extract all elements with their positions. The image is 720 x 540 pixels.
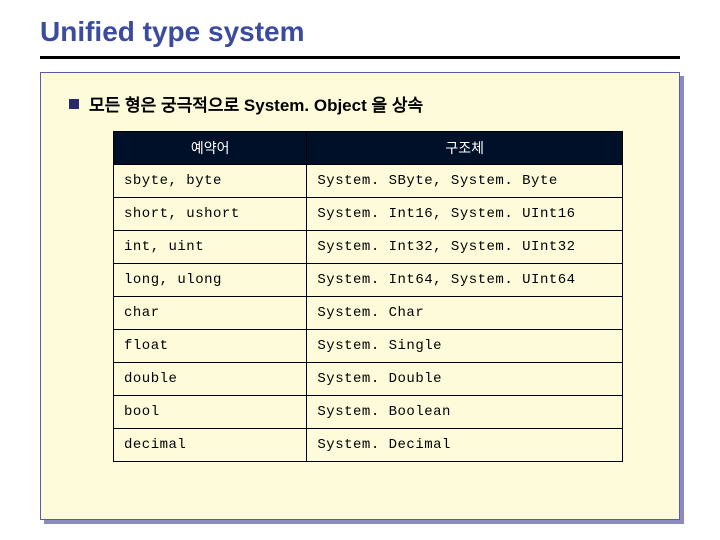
cell-struct: System. Boolean bbox=[307, 396, 623, 429]
table-row: sbyte, byte System. SByte, System. Byte bbox=[114, 165, 623, 198]
table-row: double System. Double bbox=[114, 363, 623, 396]
cell-struct: System. Int64, System. UInt64 bbox=[307, 264, 623, 297]
cell-struct: System. SByte, System. Byte bbox=[307, 165, 623, 198]
bullet-text: 모든 형은 궁극적으로 System. Object 을 상속 bbox=[89, 91, 423, 116]
cell-keyword: short, ushort bbox=[114, 198, 307, 231]
table-row: float System. Single bbox=[114, 330, 623, 363]
cell-struct: System. Double bbox=[307, 363, 623, 396]
table-row: int, uint System. Int32, System. UInt32 bbox=[114, 231, 623, 264]
cell-keyword: decimal bbox=[114, 429, 307, 462]
cell-keyword: bool bbox=[114, 396, 307, 429]
col-struct: 구조체 bbox=[307, 132, 623, 165]
table-header-row: 예약어 구조체 bbox=[114, 132, 623, 165]
cell-keyword: float bbox=[114, 330, 307, 363]
cell-keyword: char bbox=[114, 297, 307, 330]
cell-struct: System. Int32, System. UInt32 bbox=[307, 231, 623, 264]
bullet-row: 모든 형은 궁극적으로 System. Object 을 상속 bbox=[69, 91, 423, 116]
cell-struct: System. Int16, System. UInt16 bbox=[307, 198, 623, 231]
table-row: char System. Char bbox=[114, 297, 623, 330]
page-title: Unified type system bbox=[40, 16, 305, 48]
table-row: decimal System. Decimal bbox=[114, 429, 623, 462]
cell-keyword: int, uint bbox=[114, 231, 307, 264]
cell-keyword: double bbox=[114, 363, 307, 396]
slide: Unified type system 모든 형은 궁극적으로 System. … bbox=[0, 0, 720, 540]
type-mapping-table: 예약어 구조체 sbyte, byte System. SByte, Syste… bbox=[113, 131, 623, 462]
table-row: short, ushort System. Int16, System. UIn… bbox=[114, 198, 623, 231]
table-row: bool System. Boolean bbox=[114, 396, 623, 429]
col-keyword: 예약어 bbox=[114, 132, 307, 165]
cell-keyword: long, ulong bbox=[114, 264, 307, 297]
cell-struct: System. Decimal bbox=[307, 429, 623, 462]
cell-struct: System. Single bbox=[307, 330, 623, 363]
title-underline bbox=[40, 56, 680, 59]
content-panel: 모든 형은 궁극적으로 System. Object 을 상속 예약어 구조체 … bbox=[40, 72, 680, 520]
table-row: long, ulong System. Int64, System. UInt6… bbox=[114, 264, 623, 297]
square-bullet-icon bbox=[69, 99, 79, 109]
cell-struct: System. Char bbox=[307, 297, 623, 330]
cell-keyword: sbyte, byte bbox=[114, 165, 307, 198]
